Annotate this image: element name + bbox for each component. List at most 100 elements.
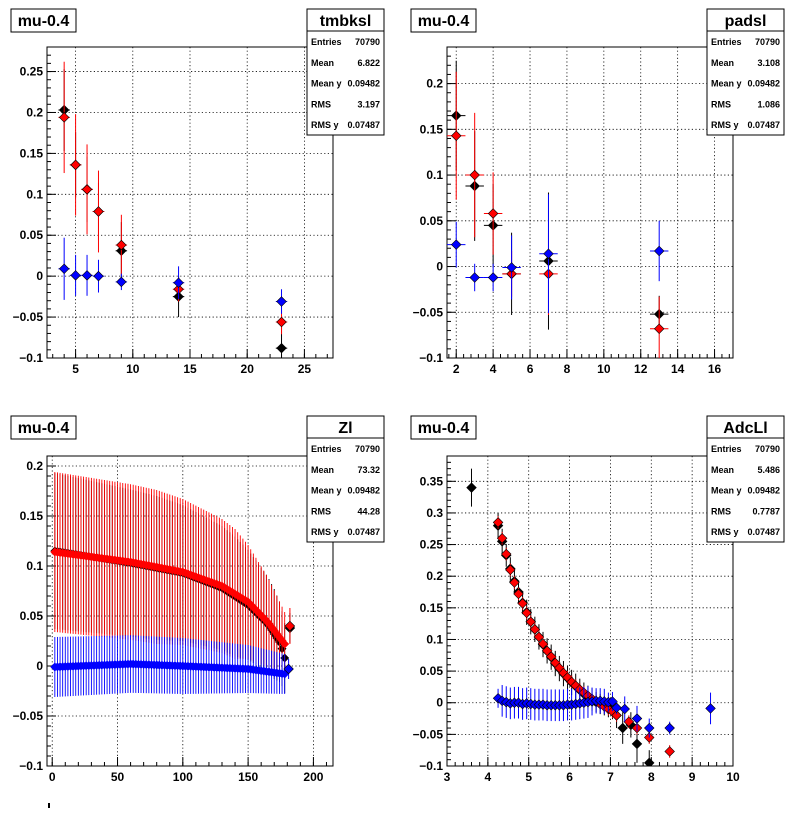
stats-value-rms: 1.086 xyxy=(757,99,780,109)
axis-ticks: 3 4 5 6 7 8 9 10 −0.1 −0.05 0 0.05 0.1 0.15 0.2 0.25 0.3… xyxy=(413,474,740,784)
data-layer xyxy=(447,60,669,358)
data-point xyxy=(70,270,81,281)
axis-ticks: 0 50 100 150 200 −0.1 −0.05 0 0.05 0.1 0.15 0.2 xyxy=(13,459,324,784)
stats-label-mean: Mean xyxy=(711,465,734,475)
series-blue-dense xyxy=(50,635,290,697)
stats-label-rms_y: RMS y xyxy=(711,527,739,537)
stats-box: Zl Entries 70790 Mean 73.32 Mean y 0.09482 RMS 4… xyxy=(306,415,385,543)
stats-value-mean_y: 0.09482 xyxy=(347,79,380,89)
stats-label-rms: RMS xyxy=(711,99,731,109)
axis-ticks: 5 10 15 20 25 −0.1 −0.05 0 0.05 0.1 0.15 0.2 0.25 xyxy=(13,65,312,376)
y-tick-label-m0_1: −0.1 xyxy=(419,759,443,773)
y-tick-label-0_25: 0.25 xyxy=(20,65,44,79)
y-tick-label-0_25: 0.25 xyxy=(420,538,444,552)
stats-box: AdcLl Entries 70790 Mean 5.486 Mean y 0.09482 R… xyxy=(706,415,785,543)
chart-title: mu-0.4 xyxy=(418,13,470,30)
stats-box: tmbksl Entries 70790 Mean 6.822 Mean y 0.09482… xyxy=(306,8,385,136)
stats-histogram-name: tmbksl xyxy=(320,13,372,30)
stats-value-entries: 70790 xyxy=(355,37,380,47)
title-frame xyxy=(10,415,77,440)
data-point xyxy=(284,620,296,632)
series-red-dense xyxy=(50,472,290,676)
chart-panel-4: 3 4 5 6 7 8 9 10 −0.1 −0.05 0 0.05 0.1 0.15 0.2 0.25 0.3… xyxy=(410,415,785,784)
data-point xyxy=(664,746,675,757)
stats-value-mean: 73.32 xyxy=(357,465,380,475)
stats-frame xyxy=(706,8,785,136)
y-tick-label-0_2: 0.2 xyxy=(426,77,443,91)
chart-title-box: mu-0.4 xyxy=(10,415,77,440)
stats-value-mean: 5.486 xyxy=(757,465,780,475)
y-tick-label-0_15: 0.15 xyxy=(20,146,44,160)
x-tick-label-2: 2 xyxy=(453,362,460,376)
data-point xyxy=(653,323,665,334)
stats-value-rms: 0.7787 xyxy=(752,506,780,516)
chart-panel-3: 0 50 100 150 200 −0.1 −0.05 0 0.05 0.1 0.15 0.2 mu-0… xyxy=(10,415,385,784)
x-tick-label-150: 150 xyxy=(238,770,258,784)
axis-ticks: 2 4 6 8 10 12 14 16 −0.1 −0.05 0 0.05 0.1 0.15 0.2 xyxy=(413,77,722,376)
y-tick-label-0_05: 0.05 xyxy=(420,214,444,228)
stats-label-rms: RMS xyxy=(711,506,731,516)
x-tick-label-4: 4 xyxy=(490,362,497,376)
data-point xyxy=(664,722,675,734)
y-tick-label-0_35: 0.35 xyxy=(420,474,444,488)
data-point xyxy=(451,239,462,250)
series-blue xyxy=(283,659,294,679)
stats-label-entries: Entries xyxy=(311,37,342,47)
stats-value-mean_y: 0.09482 xyxy=(347,486,380,496)
stats-label-rms_y: RMS y xyxy=(711,120,739,130)
stats-label-rms: RMS xyxy=(311,506,331,516)
data-point xyxy=(631,713,643,724)
stats-value-rms_y: 0.07487 xyxy=(347,120,380,130)
data-point xyxy=(521,607,532,619)
title-frame xyxy=(410,8,477,33)
data-point xyxy=(607,696,618,707)
series-red xyxy=(58,61,288,335)
chart-title-box: mu-0.4 xyxy=(10,8,77,33)
stats-label-mean_y: Mean y xyxy=(311,79,342,89)
x-tick-label-10: 10 xyxy=(726,770,740,784)
data-point xyxy=(58,263,70,275)
y-tick-label-m0_1: −0.1 xyxy=(419,351,443,365)
y-tick-label-m0_05: −0.05 xyxy=(13,709,44,723)
stats-label-rms_y: RMS y xyxy=(311,527,339,537)
x-tick-label-8: 8 xyxy=(564,362,571,376)
data-point xyxy=(505,564,516,576)
y-tick-label-0_3: 0.3 xyxy=(426,506,443,520)
data-point xyxy=(644,722,655,734)
x-tick-label-50: 50 xyxy=(111,770,125,784)
data-point xyxy=(276,342,287,354)
data-point xyxy=(81,184,93,195)
stats-histogram-name: AdcLl xyxy=(723,420,767,437)
data-point xyxy=(509,577,520,588)
data-point xyxy=(623,716,635,727)
chart-title: mu-0.4 xyxy=(18,420,70,437)
stats-value-rms_y: 0.07487 xyxy=(347,527,380,537)
data-point xyxy=(276,296,287,307)
x-tick-label-6: 6 xyxy=(566,770,573,784)
x-tick-label-100: 100 xyxy=(173,770,193,784)
data-point xyxy=(537,638,549,650)
x-tick-label-9: 9 xyxy=(689,770,696,784)
data-point xyxy=(487,272,499,283)
data-point xyxy=(276,316,287,328)
y-tick-label-0_05: 0.05 xyxy=(20,228,44,242)
stats-label-rms_y: RMS y xyxy=(311,120,339,130)
data-point xyxy=(611,710,622,721)
title-frame xyxy=(410,415,477,440)
data-point xyxy=(116,276,127,288)
chart-title-box: mu-0.4 xyxy=(410,8,477,33)
y-tick-label-0_1: 0.1 xyxy=(26,187,43,201)
x-tick-label-14: 14 xyxy=(671,362,685,376)
chart-title-box: mu-0.4 xyxy=(410,415,477,440)
y-tick-label-0_15: 0.15 xyxy=(420,601,444,615)
stats-label-entries: Entries xyxy=(711,37,742,47)
y-tick-label-0: 0 xyxy=(436,260,443,274)
x-tick-label-10: 10 xyxy=(597,362,611,376)
x-tick-label-12: 12 xyxy=(634,362,648,376)
stats-label-entries: Entries xyxy=(711,444,742,454)
stats-label-mean: Mean xyxy=(711,58,734,68)
data-point xyxy=(70,159,81,171)
y-tick-label-0_2: 0.2 xyxy=(26,459,43,473)
data-point xyxy=(644,732,655,743)
